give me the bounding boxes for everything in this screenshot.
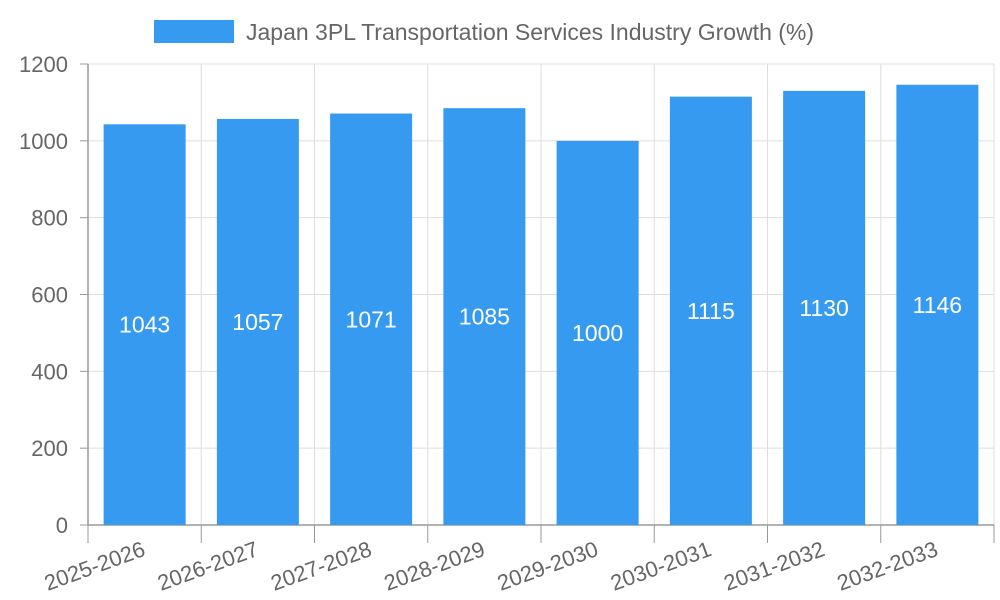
bar-value-label: 1057 bbox=[232, 309, 283, 335]
bar[interactable] bbox=[669, 96, 752, 525]
y-tick-label: 800 bbox=[31, 206, 68, 231]
bar-value-label: 1130 bbox=[799, 295, 848, 321]
bar-value-label: 1000 bbox=[572, 320, 623, 346]
x-tick-label: 2031-2032 bbox=[720, 536, 827, 595]
bar[interactable] bbox=[216, 118, 299, 525]
x-tick-label: 2028-2029 bbox=[381, 536, 488, 595]
legend-swatch[interactable] bbox=[154, 20, 234, 43]
y-tick-label: 200 bbox=[31, 436, 68, 461]
legend-label[interactable]: Japan 3PL Transportation Services Indust… bbox=[246, 19, 814, 45]
bar-value-label: 1115 bbox=[687, 298, 735, 324]
bar[interactable] bbox=[330, 113, 413, 526]
bar-value-label: 1071 bbox=[346, 306, 397, 332]
bar[interactable] bbox=[556, 140, 639, 526]
label-layer: 1043 1057 1071 1085 1000 1115 1130 1146 bbox=[119, 292, 962, 346]
bar[interactable] bbox=[103, 124, 186, 526]
x-tick-label: 2025-2026 bbox=[41, 536, 148, 595]
y-tick-label: 1200 bbox=[19, 52, 68, 77]
x-tick-label: 2029-2030 bbox=[494, 536, 601, 595]
x-tick-label: 2032-2033 bbox=[834, 536, 941, 595]
legend[interactable]: Japan 3PL Transportation Services Indust… bbox=[154, 19, 814, 45]
bar-layer bbox=[103, 84, 979, 526]
bar-value-label: 1146 bbox=[913, 292, 962, 318]
bar-value-label: 1085 bbox=[459, 304, 510, 330]
x-tick-label: 2026-2027 bbox=[154, 536, 261, 595]
y-tick-label: 600 bbox=[31, 283, 68, 308]
y-tick-label: 0 bbox=[56, 513, 68, 538]
bar-value-label: 1043 bbox=[119, 312, 170, 338]
y-tick-label: 400 bbox=[31, 359, 68, 384]
bar[interactable] bbox=[443, 108, 526, 525]
bar[interactable] bbox=[896, 84, 979, 526]
x-tick-label: 2030-2031 bbox=[607, 536, 714, 595]
bar[interactable] bbox=[783, 90, 866, 526]
y-tick-label: 1000 bbox=[19, 129, 68, 154]
x-tick-label: 2027-2028 bbox=[267, 536, 374, 595]
